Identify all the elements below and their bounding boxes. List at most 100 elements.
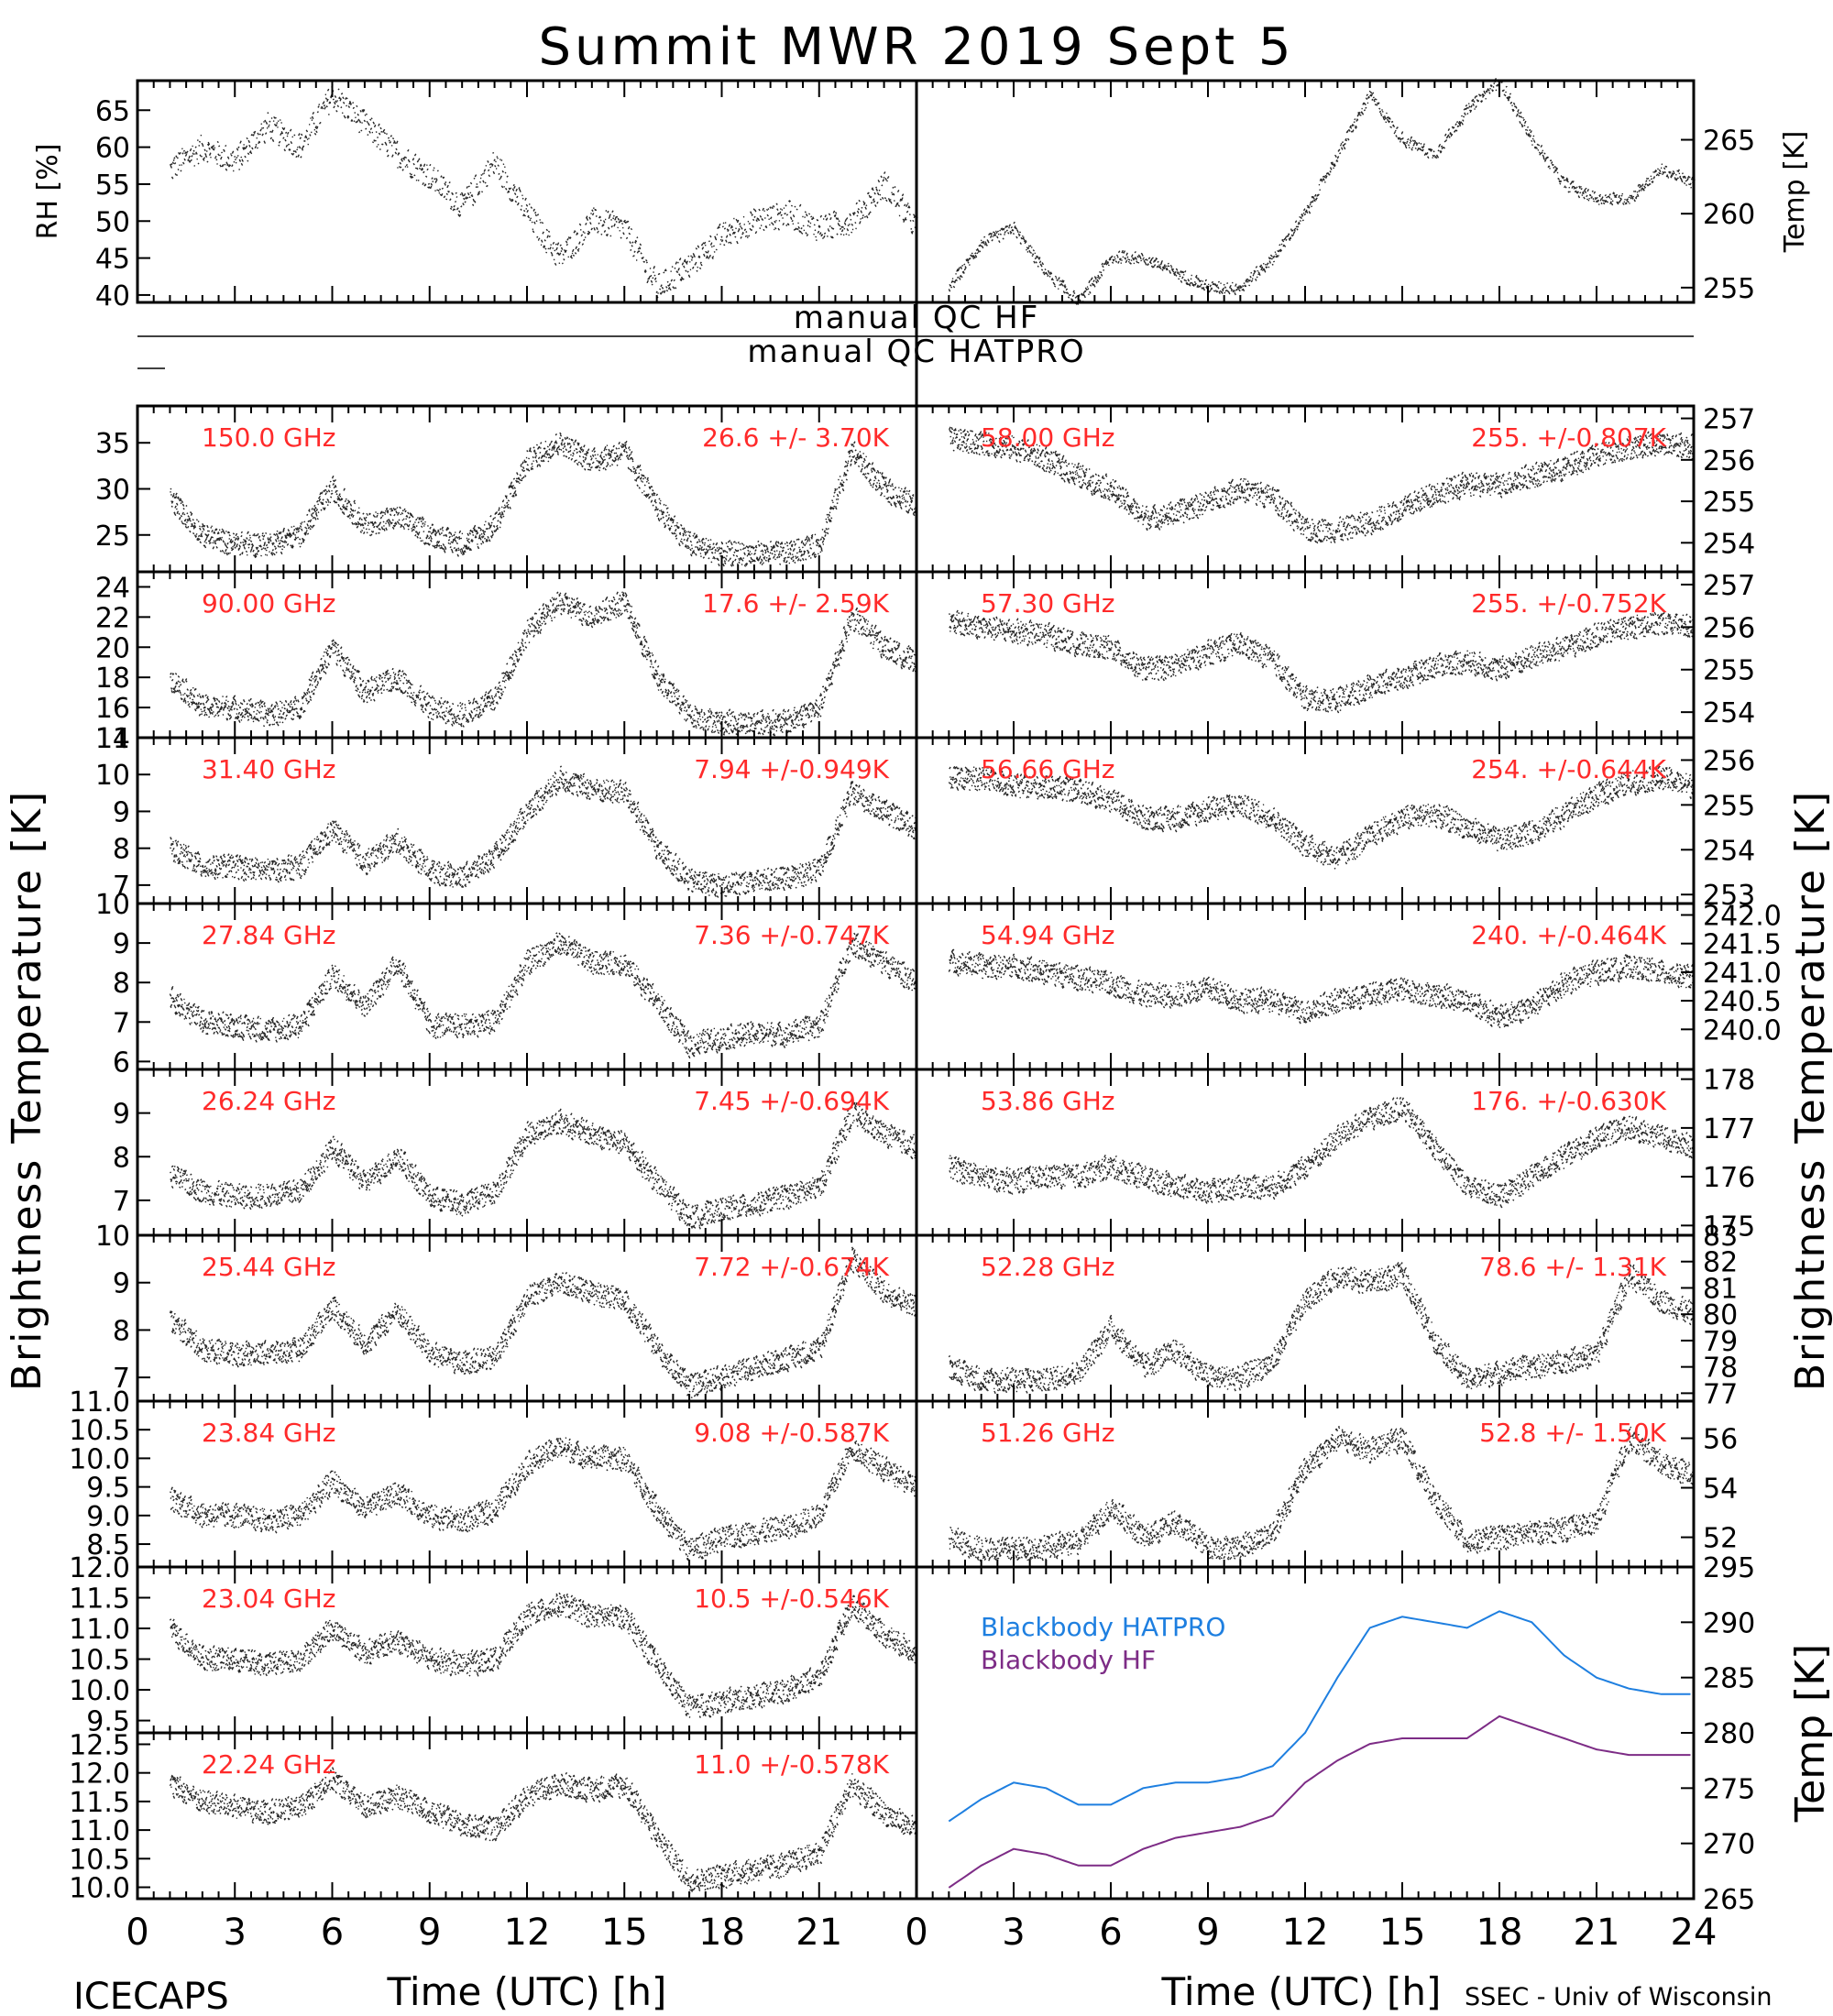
series-line-1: [948, 1715, 1691, 1889]
data-points-22.24: [169, 1767, 918, 1894]
panel-53.86: 175 176 177 178 53.86 GHz 176. +/-0.630K: [916, 1065, 1755, 1243]
y-tick-label: 10.0: [69, 1675, 130, 1707]
panel-56.66: 253 254 255 256 56.66 GHz 254. +/-0.644K: [916, 738, 1755, 912]
data-points-57.30: [948, 609, 1696, 714]
y-tick-label: 256: [1703, 612, 1755, 644]
y-tick-label: 79: [1703, 1326, 1738, 1358]
data-points-150.00: [170, 432, 918, 567]
channel-label-150.00: 150.0 GHz: [202, 422, 336, 453]
data-points-27.84: [169, 932, 918, 1059]
y-tick-label: 35: [95, 428, 130, 460]
data-points-25.44: [169, 1246, 918, 1399]
y-tick-label: 77: [1703, 1378, 1738, 1410]
y-tick-label: 12.0: [69, 1552, 130, 1584]
panel-blackbody: 265 270 275 280 285 290 295 Blackbody HATPROBla…: [916, 1552, 1833, 1916]
channel-stats-54.94: 240. +/-0.464K: [1471, 920, 1666, 950]
data-points-23.84: [169, 1435, 918, 1561]
y-tick-label: 11.5: [69, 1583, 130, 1616]
y-tick-label: 255: [1703, 790, 1755, 822]
y-tick-label: 295: [1703, 1552, 1755, 1584]
y-tick-label: 52: [1703, 1523, 1738, 1555]
x-tick-label: 3: [224, 1912, 247, 1954]
x-axis-label-right: Time (UTC) [h]: [1161, 1969, 1442, 2014]
series-line-0: [948, 1610, 1691, 1823]
y-tick-label: 25: [95, 520, 130, 553]
channel-stats-27.84: 7.36 +/-0.747K: [694, 920, 889, 950]
data-points-26.24: [170, 1101, 918, 1230]
channel-label-57.30: 57.30 GHz: [981, 588, 1115, 619]
y-tick-label: 56: [1703, 1424, 1738, 1456]
y-tick-label: 10: [95, 889, 130, 921]
data-points-temp_air: [948, 77, 1696, 305]
panel-25.44: 7 8 9 10 25.44 GHz 7.72 +/-0.674K: [95, 1221, 918, 1401]
channel-stats-26.24: 7.45 +/-0.694K: [694, 1086, 889, 1116]
x-tick-label: 18: [1476, 1912, 1523, 1954]
x-tick-label: 12: [1282, 1912, 1329, 1954]
legend-entry-1: Blackbody HF: [981, 1645, 1156, 1675]
channel-label-56.66: 56.66 GHz: [981, 754, 1115, 784]
y-tick-label: 8.5: [86, 1529, 130, 1561]
y-tick-label: 10.5: [69, 1415, 130, 1447]
y-tick-label: 177: [1703, 1113, 1755, 1145]
y-tick-label: 6: [113, 1046, 130, 1079]
y-tick-label: 30: [95, 475, 130, 507]
x-tick-label: 6: [321, 1912, 344, 1954]
y-tick-label: 78: [1703, 1353, 1738, 1385]
channel-stats-58.00: 255. +/-0.807K: [1471, 422, 1666, 453]
data-points-90.00: [170, 591, 918, 737]
panel-31.40: 7 8 9 10 11 31.40 GHz 7.94 +/-0.949K: [95, 723, 918, 904]
x-tick-label: 21: [1574, 1912, 1620, 1954]
y-tick-label: 256: [1703, 445, 1755, 477]
figure-title: Summit MWR 2019 Sept 5: [538, 17, 1294, 77]
y-tick-label: 7: [113, 1186, 130, 1218]
rh-frame: [136, 79, 918, 304]
y-tick-label: 240.0: [1703, 1014, 1782, 1046]
x-tick-label: 3: [1002, 1912, 1025, 1954]
y-tick-label: 20: [95, 632, 130, 664]
rh-axis-label: RH [%]: [32, 144, 64, 240]
x-tick-label: 15: [601, 1912, 648, 1954]
panel-rh: 40 45 50 55 60 65 RH [%]: [32, 81, 918, 312]
y-tick-label: 9: [113, 1268, 130, 1300]
y-tick-label: 7: [113, 1007, 130, 1039]
y-tick-label: 242.0: [1703, 900, 1782, 932]
y-tick-label: 240.5: [1703, 986, 1782, 1018]
channel-stats-53.86: 176. +/-0.630K: [1471, 1086, 1666, 1116]
footer-left: ICECAPS: [73, 1976, 229, 2016]
y-tick-label: 83: [1703, 1221, 1738, 1253]
y-tick-label: 45: [95, 244, 130, 276]
data-points-rh: [169, 84, 918, 299]
x-tick-label: 15: [1379, 1912, 1426, 1954]
y-tick-label: 82: [1703, 1247, 1738, 1279]
panel-27.84: 6 7 8 9 10 27.84 GHz 7.36 +/-0.747K: [95, 889, 918, 1079]
y-tick-label: 11.0: [69, 1614, 130, 1646]
y-tick-label: 22: [95, 602, 130, 634]
x-tick-label: 18: [698, 1912, 745, 1954]
y-tick-label: 11.0: [69, 1386, 130, 1419]
y-tick-label: 24: [95, 572, 130, 604]
y-tick-label: 257: [1703, 404, 1755, 436]
channel-label-54.94: 54.94 GHz: [981, 920, 1115, 950]
y-tick-label: 285: [1703, 1663, 1755, 1695]
y-tick-label: 9.5: [86, 1706, 130, 1738]
x-tick-label: 12: [504, 1912, 551, 1954]
y-tick-label: 8: [113, 1142, 130, 1174]
y-tick-label: 265: [1703, 126, 1755, 158]
panel-26.24: 7 8 9 26.24 GHz 7.45 +/-0.694K: [113, 1069, 918, 1235]
data-points-23.04: [169, 1592, 918, 1718]
y-tick-label: 176: [1703, 1162, 1755, 1194]
y-tick-label: 178: [1703, 1065, 1755, 1097]
y-tick-label: 11.5: [69, 1787, 130, 1819]
channel-stats-57.30: 255. +/-0.752K: [1471, 588, 1666, 619]
blackbody-frame: [915, 1565, 1696, 1901]
channel-label-23.04: 23.04 GHz: [202, 1583, 336, 1614]
y-tick-label: 9.0: [86, 1501, 130, 1533]
temp-axis-label: Temp [K]: [1779, 131, 1811, 254]
y-tick-label: 253: [1703, 880, 1755, 912]
y-tick-label: 260: [1703, 199, 1755, 231]
y-tick-label: 7: [113, 1363, 130, 1395]
y-tick-label: 10.0: [69, 1873, 130, 1905]
